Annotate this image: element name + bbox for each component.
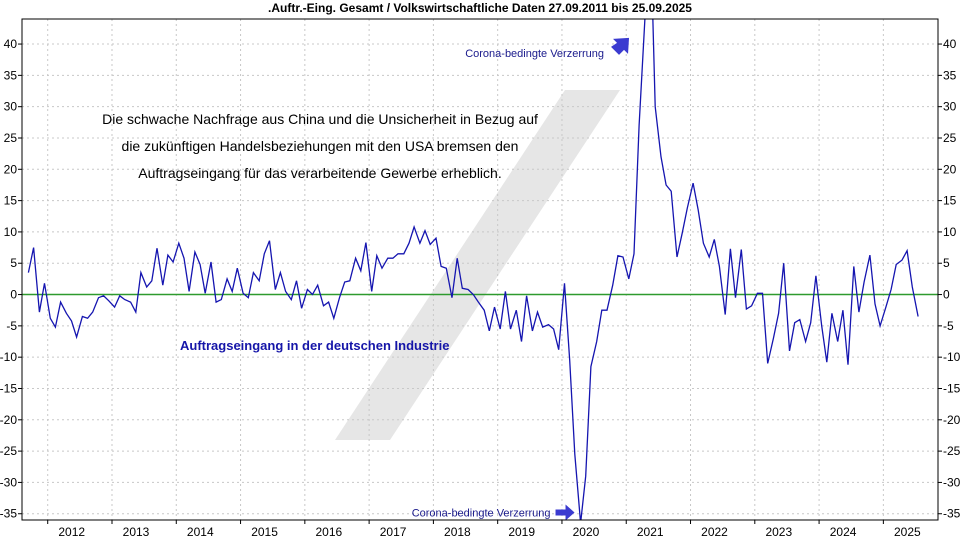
y-tick-label: 40 — [4, 37, 18, 51]
x-tick-label: 2020 — [573, 525, 600, 539]
note-line: Die schwache Nachfrage aus China und die… — [102, 111, 538, 127]
x-axis: 2012 2013 2014 2015 2016 2017 2018 2019 2020 2021… — [47, 520, 921, 539]
y-tick-label: 30 — [943, 100, 957, 114]
y-tick-label: -25 — [0, 444, 17, 458]
y-tick-label: 15 — [943, 194, 957, 208]
y-axis-left: -35 -30 -25 -20 -15 -10 -5 0 5 10 15 20 25 30 35 40 — [0, 37, 22, 521]
y-tick-label: 5 — [10, 256, 17, 270]
x-tick-label: 2019 — [508, 525, 535, 539]
y-tick-label: 25 — [943, 131, 957, 145]
series-line-layer — [27, 19, 919, 520]
y-tick-label: 35 — [4, 68, 18, 82]
x-tick-label: 2025 — [894, 525, 921, 539]
y-tick-label: -35 — [0, 507, 17, 521]
watermark-logo — [335, 90, 620, 440]
y-tick-label: 35 — [943, 68, 957, 82]
y-tick-label: 0 — [943, 288, 950, 302]
x-tick-label: 2016 — [315, 525, 342, 539]
x-tick-label: 2012 — [58, 525, 85, 539]
x-tick-label: 2018 — [444, 525, 471, 539]
note-line: die zukünftigen Handelsbeziehungen mit d… — [122, 138, 519, 154]
y-tick-label: -15 — [943, 381, 960, 395]
x-tick-label: 2022 — [701, 525, 728, 539]
annotation-label: Corona-bedingte Verzerrung — [465, 48, 604, 60]
plot-frame — [21, 18, 939, 521]
annotations: Corona-bedingte Verzerrung Corona-bedingt… — [412, 37, 630, 521]
x-tick-label: 2013 — [123, 525, 150, 539]
y-tick-label: 20 — [943, 162, 957, 176]
y-tick-label: -25 — [943, 444, 960, 458]
y-tick-label: -35 — [943, 507, 960, 521]
y-tick-label: 25 — [4, 131, 18, 145]
arrow-right-icon — [555, 504, 575, 521]
x-tick-label: 2014 — [187, 525, 214, 539]
x-tick-label: 2017 — [380, 525, 407, 539]
chart-title: .Auftr.-Eing. Gesamt / Volkswirtschaftli… — [268, 1, 692, 15]
y-tick-label: -30 — [0, 475, 17, 489]
x-tick-label: 2024 — [830, 525, 857, 539]
chart-note: Die schwache Nachfrage aus China und die… — [102, 111, 538, 181]
series-label: Auftragseingang in der deutschen Industr… — [180, 338, 449, 353]
y-tick-label: -20 — [943, 413, 960, 427]
y-tick-label: -5 — [943, 319, 954, 333]
y-tick-label: 0 — [10, 288, 17, 302]
y-tick-label: 20 — [4, 162, 18, 176]
x-tick-label: 2023 — [765, 525, 792, 539]
annotation-label: Corona-bedingte Verzerrung — [412, 507, 551, 519]
y-tick-label: 30 — [4, 100, 18, 114]
y-tick-label: 15 — [4, 194, 18, 208]
note-line: Auftragseingang für das verarbeitende Ge… — [138, 165, 501, 181]
y-tick-label: 40 — [943, 37, 957, 51]
y-tick-label: -5 — [6, 319, 17, 333]
y-tick-label: -10 — [0, 350, 17, 364]
y-tick-label: -20 — [0, 413, 17, 427]
x-tick-label: 2015 — [251, 525, 278, 539]
y-tick-label: 5 — [943, 256, 950, 270]
y-tick-label: -10 — [943, 350, 960, 364]
y-tick-label: 10 — [4, 225, 18, 239]
x-tick-label: 2021 — [637, 525, 664, 539]
y-tick-label: -30 — [943, 475, 960, 489]
y-tick-label: -15 — [0, 381, 17, 395]
arrow-up-right-icon — [611, 37, 630, 55]
series-line — [27, 19, 919, 520]
y-tick-label: 10 — [943, 225, 957, 239]
y-axis-right: -35 -30 -25 -20 -15 -10 -5 0 5 10 15 20 25 30 35 40 — [938, 37, 960, 521]
